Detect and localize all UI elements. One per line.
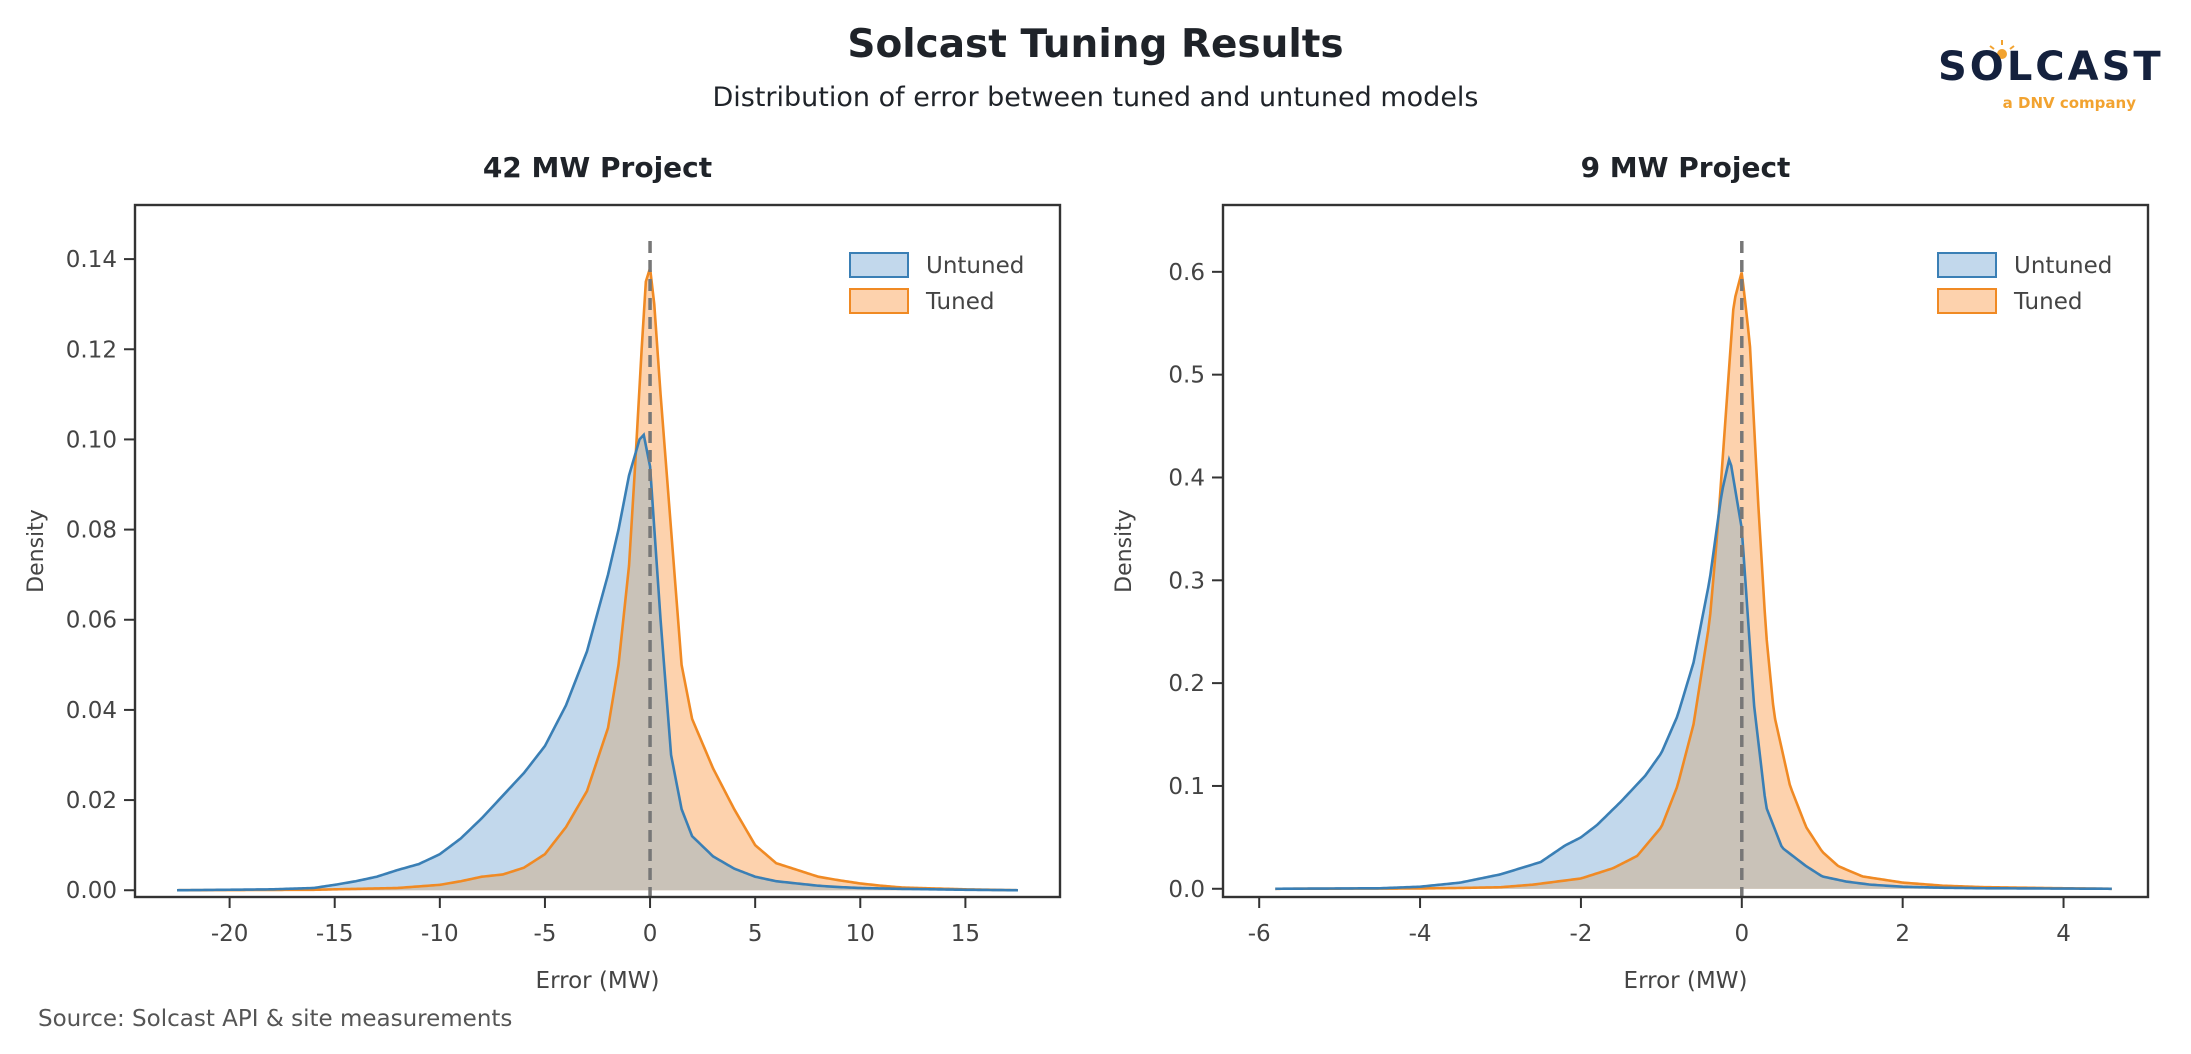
x-axis-label: Error (MW) [536,968,660,994]
y-tick-label: 0.2 [1168,671,1205,697]
y-tick-label: 0.06 [66,608,117,634]
x-tick-label: -15 [316,921,354,947]
y-tick-label: 0.6 [1168,260,1205,286]
series-untuned-area [177,434,1018,891]
x-axis-label: Error (MW) [1624,968,1748,994]
solcast-logo: SOLCAST a DNV company [1930,34,2161,124]
plot-frame [133,203,1062,899]
logo-wordmark: SOLCAST [1938,44,2164,90]
plot-area [177,241,1018,897]
chart-subtitle: Distribution of error between tuned and … [712,82,1479,113]
y-tick-label: 0.00 [66,878,117,904]
y-tick-label: 0.04 [66,698,117,724]
legend-label: Untuned [926,253,1024,279]
x-tick-label: -6 [1248,921,1271,947]
sun-icon [1989,40,2015,59]
legend-swatch [849,288,909,314]
y-tick-label: 0.12 [66,337,117,363]
series-untuned-area [1275,459,2112,889]
panel-title: 42 MW Project [483,151,712,184]
legend: Untuned Tuned [1937,252,2112,315]
x-tick-label: -2 [1569,921,1592,947]
y-tick-label: 0.5 [1168,363,1205,389]
x-tick-label: -20 [211,921,249,947]
overlap-area [1275,459,2112,889]
legend: Untuned Tuned [849,252,1024,315]
overlap-area [177,434,1018,891]
x-tick-label: 0 [643,921,658,947]
series-tuned-line [177,267,1018,892]
series-tuned-line [1275,272,2112,891]
legend-label: Untuned [2014,253,2112,279]
x-tick-label: -10 [421,921,459,947]
plot-area [1275,241,2112,897]
logo-tagline: a DNV company [2002,94,2136,112]
y-tick-label: 0.1 [1168,774,1205,800]
x-tick-label: 15 [951,921,980,947]
y-tick-label: 0.08 [66,518,117,544]
legend-swatch [1937,252,1997,278]
y-axis-label: Density [24,509,49,593]
x-tick-label: 4 [2056,921,2071,947]
y-tick-label: 0.3 [1168,568,1205,594]
panel-title: 9 MW Project [1581,151,1791,184]
x-tick-label: 2 [1895,921,1910,947]
plot-frame [1221,203,2150,899]
series-untuned-line [177,432,1018,892]
legend-swatch [1937,288,1997,314]
y-tick-label: 0.4 [1168,465,1205,491]
series-untuned-line [1275,455,2112,891]
chart-title: Solcast Tuning Results [847,22,1344,67]
y-tick-label: 0.0 [1168,877,1205,903]
chart-panel-2: -6 -4 -2 0 2 4 0.0 0.1 0.2 0.3 0.4 0.5 0.6 Error (MW)… [1112,151,2150,994]
x-tick-label: 5 [748,921,763,947]
legend-label: Tuned [2013,289,2082,315]
source-note: Source: Solcast API & site measurements [38,1006,513,1032]
legend-swatch [849,252,909,278]
y-tick-label: 0.14 [66,247,117,273]
x-tick-label: -4 [1409,921,1432,947]
x-tick-label: 0 [1734,921,1749,947]
chart-panel-1: -20 -15 -10 -5 0 5 10 15 0.00 0.02 0.04 0.06 0.08 0.1… [24,151,1062,994]
legend-label: Tuned [925,289,994,315]
y-tick-label: 0.10 [66,427,117,453]
x-tick-label: 10 [846,921,875,947]
x-tick-label: -5 [533,921,556,947]
y-tick-label: 0.02 [66,788,117,814]
y-axis-label: Density [1112,509,1137,593]
